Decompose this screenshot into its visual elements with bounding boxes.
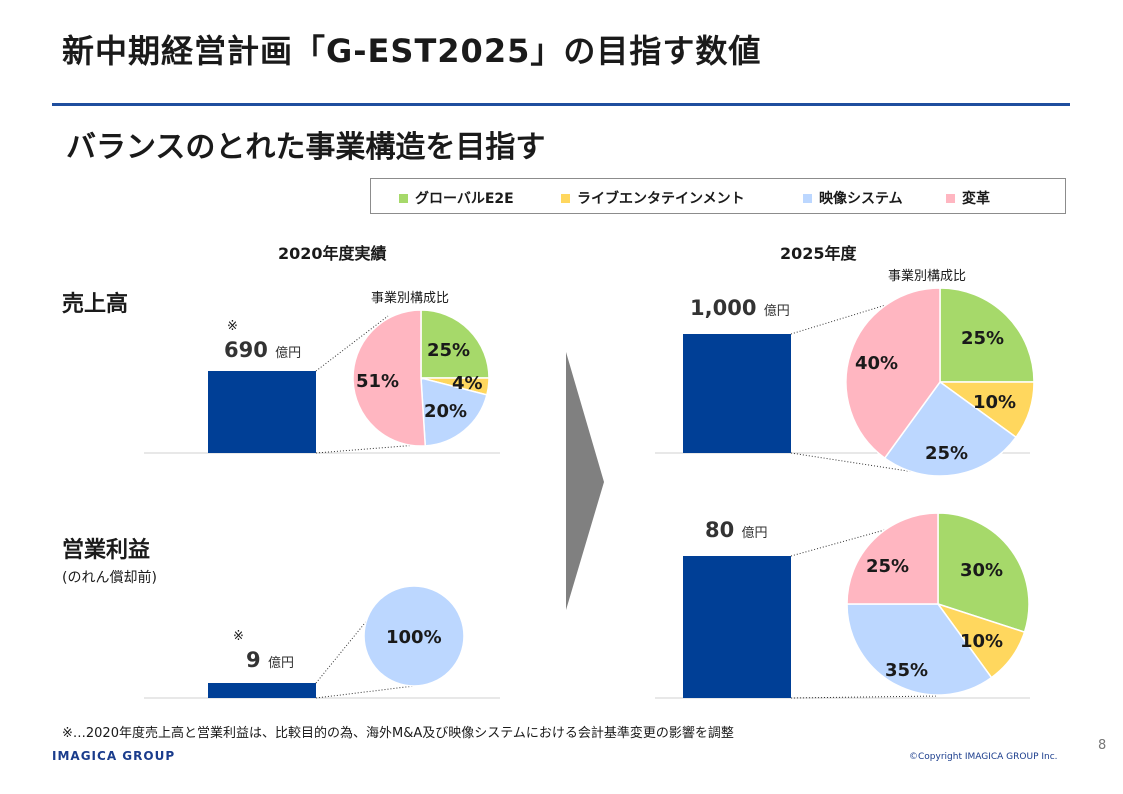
value-unit: 億円: [267, 656, 294, 671]
pie-label-sales-2025-live: 10%: [973, 392, 1017, 413]
value-number: 690: [224, 338, 268, 362]
legend-swatch-yellow: [561, 193, 570, 203]
value-number: 1,000: [690, 296, 757, 320]
pie-op-2025: [846, 512, 1030, 696]
value-number: 80: [705, 518, 735, 542]
pie-label-sales-2025-global: 25%: [961, 328, 1005, 349]
legend-item-global-e2e: グローバルE2E: [399, 188, 514, 208]
pie-label-sales-2025-transformation: 40%: [855, 353, 899, 374]
pie-sales-2020: [352, 309, 490, 447]
pie-slice-video: [883, 380, 1018, 477]
page-title: 新中期経営計画「G-EST2025」の目指す数値: [62, 32, 762, 70]
bar-sales-2025: [683, 334, 791, 453]
transition-arrow: [566, 352, 604, 610]
column-header-2020: 2020年度実績: [278, 244, 387, 263]
connector-line: [790, 515, 936, 557]
pie-sales-2025: [845, 287, 1035, 477]
pie-label-op-2025-transformation: 25%: [866, 556, 910, 577]
row-note-before-goodwill: (のれん償却前): [62, 570, 157, 586]
value-unit: 億円: [763, 304, 790, 319]
legend-label: 映像システム: [819, 191, 903, 207]
pie-slice-transformation: [846, 512, 939, 605]
connector-line: [790, 695, 939, 699]
pie-slice-transformation: [845, 287, 941, 460]
legend-label: 変革: [962, 191, 990, 207]
pie-label-sales-2020-global: 25%: [427, 340, 471, 361]
pie-label-sales-2020-live: 4%: [452, 373, 483, 394]
bar-op-2025: [683, 556, 791, 698]
column-header-2025: 2025年度: [780, 244, 857, 263]
pie-label-op-2020-video: 100%: [386, 627, 442, 648]
value-op-2025: 80 億円: [705, 518, 768, 542]
legend-swatch-pink: [946, 193, 955, 203]
pie-slice-video: [846, 603, 993, 696]
connector-line: [315, 443, 431, 454]
pie-label-op-2025-video: 35%: [885, 660, 929, 681]
row-label-sales: 売上高: [62, 292, 129, 317]
pie-slice-video: [363, 585, 465, 687]
pie-label-sales-2025-video: 25%: [925, 443, 969, 464]
legend: グローバルE2E ライブエンタテインメント 映像システム 変革: [370, 178, 1066, 214]
connector-line: [790, 289, 936, 335]
company-logo: IMAGICA GROUP: [52, 749, 176, 763]
legend-item-transformation: 変革: [946, 188, 990, 208]
note-mark-op-2020: ※: [233, 629, 244, 644]
pie-slice-global: [937, 512, 1030, 634]
pie-label-sales-2020-transformation: 51%: [356, 371, 400, 392]
pie-slice-global: [420, 309, 490, 379]
value-op-2020: 9 億円: [246, 648, 294, 672]
pie-op-2020: [363, 585, 465, 687]
legend-label: グローバルE2E: [415, 191, 514, 207]
value-unit: 億円: [275, 346, 302, 361]
pie-slice-transformation: [352, 309, 427, 447]
value-number: 9: [246, 648, 261, 672]
legend-swatch-green: [399, 193, 408, 203]
value-unit: 億円: [741, 526, 768, 541]
pie-label-op-2025-global: 30%: [960, 560, 1004, 581]
connector-line: [790, 452, 941, 477]
title-divider: [52, 103, 1070, 106]
legend-item-live-entertainment: ライブエンタテインメント: [561, 188, 745, 208]
row-label-operating-profit: 営業利益: [62, 538, 151, 563]
legend-swatch-blue: [803, 193, 812, 203]
pie-label-sales-2020-video: 20%: [424, 401, 468, 422]
connector-line: [315, 685, 415, 699]
note-mark-sales-2020: ※: [227, 319, 238, 334]
pie-label-op-2025-live: 10%: [960, 631, 1004, 652]
value-sales-2025: 1,000 億円: [690, 296, 790, 320]
bar-sales-2020: [208, 371, 316, 453]
bar-op-2020: [208, 683, 316, 698]
page-number: 8: [1098, 738, 1107, 753]
connector-line: [315, 315, 389, 372]
copyright: ©Copyright IMAGICA GROUP Inc.: [909, 752, 1058, 762]
legend-item-video-system: 映像システム: [803, 188, 903, 208]
composition-label-2025: 事業別構成比: [888, 269, 967, 284]
page-subtitle: バランスのとれた事業構造を目指す: [66, 130, 546, 165]
footnote: ※…2020年度売上高と営業利益は、比較目的の為、海外M&A及び映像システムにお…: [62, 726, 734, 741]
value-sales-2020: 690 億円: [224, 338, 301, 362]
pie-slice-global: [939, 287, 1035, 383]
composition-label-2020: 事業別構成比: [371, 291, 450, 306]
legend-label: ライブエンタテインメント: [577, 191, 745, 207]
pie-slice-video: [420, 377, 488, 447]
